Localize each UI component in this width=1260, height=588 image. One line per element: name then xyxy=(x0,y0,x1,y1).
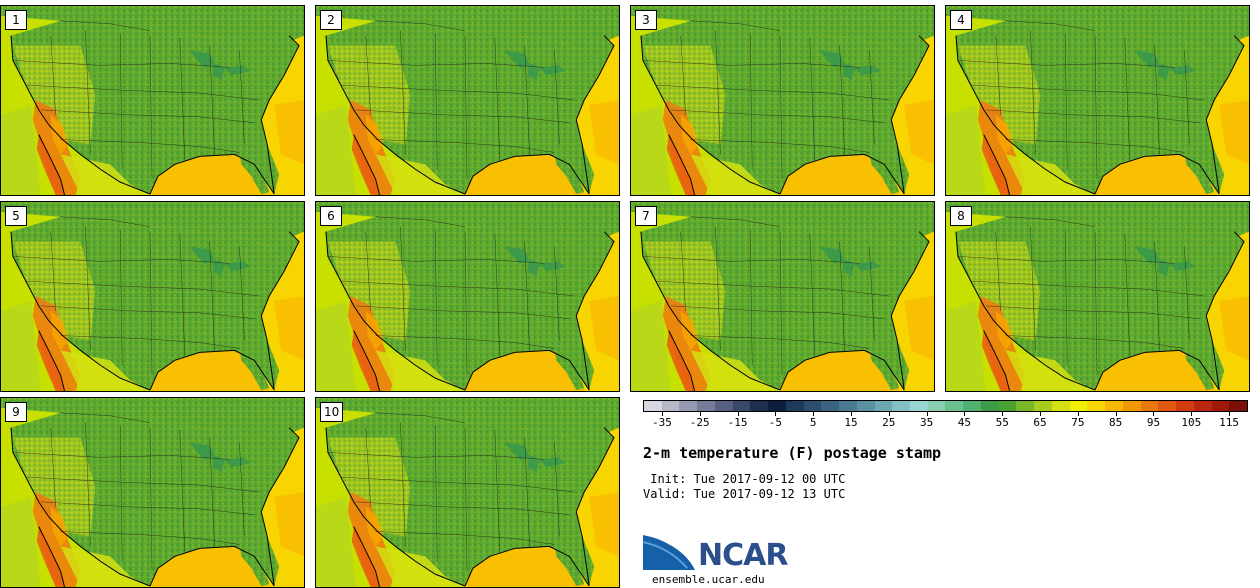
colorbar-swatch xyxy=(910,401,928,411)
colorbar-tick xyxy=(1040,412,1042,416)
colorbar-swatch xyxy=(998,401,1017,411)
colorbar-swatch xyxy=(1087,401,1106,411)
colorbar-swatch xyxy=(945,401,964,411)
figure-title: 2-m temperature (F) postage stamp xyxy=(643,444,942,462)
colorbar-swatch xyxy=(1034,401,1052,411)
colorbar-swatch xyxy=(1176,401,1194,411)
colorbar-swatch xyxy=(1069,401,1088,411)
colorbar-tick-label: 45 xyxy=(957,416,972,429)
colorbar-ticks: -35 -25 -15 -5 5 15 25 35 45 55 65 75 85 95 105 115 xyxy=(643,412,1248,432)
postage-stamp-panel-1: 1 xyxy=(0,5,305,196)
colorbar-tick-label: 85 xyxy=(1109,416,1123,429)
postage-stamp-panel-5: 5 xyxy=(0,201,305,392)
panel-number-label: 8 xyxy=(950,206,972,226)
colorbar-tick-label: 105 xyxy=(1181,416,1202,429)
temperature-colorbar xyxy=(643,400,1248,412)
postage-stamp-panel-6: 6 xyxy=(315,201,620,392)
colorbar-swatch xyxy=(980,401,999,411)
panel-number-label: 7 xyxy=(635,206,657,226)
panel-number-label: 3 xyxy=(635,10,657,30)
postage-stamp-panel-10: 10 xyxy=(315,397,620,588)
colorbar-tick-label: -35 xyxy=(651,416,672,429)
colorbar-tick-label: 75 xyxy=(1071,416,1085,429)
colorbar-tick xyxy=(926,412,928,416)
colorbar-swatch xyxy=(927,401,946,411)
colorbar-tick-label: 115 xyxy=(1219,416,1240,429)
colorbar-tick-label: -25 xyxy=(689,416,710,429)
postage-stamp-panel-7: 7 xyxy=(630,201,935,392)
colorbar-swatch xyxy=(803,401,822,411)
colorbar-swatch xyxy=(821,401,840,411)
colorbar-swatch xyxy=(1016,401,1035,411)
colorbar-tick xyxy=(1115,412,1117,416)
panel-number-label: 6 xyxy=(320,206,342,226)
colorbar-swatch xyxy=(732,401,751,411)
colorbar-tick-label: -15 xyxy=(727,416,748,429)
colorbar-swatch xyxy=(1122,401,1141,411)
panel-number-label: 1 xyxy=(5,10,27,30)
colorbar-tick-label: 35 xyxy=(919,416,934,429)
colorbar-swatch xyxy=(963,401,981,411)
colorbar-swatch xyxy=(892,401,911,411)
colorbar-tick-label: 5 xyxy=(809,416,817,429)
panel-number-label: 4 xyxy=(950,10,972,30)
postage-stamp-panel-2: 2 xyxy=(315,5,620,196)
colorbar-tick xyxy=(775,412,777,416)
colorbar-swatch xyxy=(1051,401,1070,411)
colorbar-tick-label: 65 xyxy=(1033,416,1047,429)
colorbar-swatch xyxy=(1140,401,1159,411)
colorbar-tick xyxy=(964,412,966,416)
ncar-wordmark: NCAR xyxy=(698,538,788,573)
ncar-logo-icon xyxy=(643,533,695,570)
colorbar-swatch xyxy=(750,401,769,411)
colorbar-tick xyxy=(1153,412,1155,416)
init-time: Init: Tue 2017-09-12 00 UTC xyxy=(643,472,846,486)
colorbar-swatch xyxy=(1158,401,1177,411)
colorbar-tick-label: 25 xyxy=(882,416,896,429)
colorbar-swatch xyxy=(1229,401,1247,411)
postage-stamp-panel-4: 4 xyxy=(945,5,1250,196)
colorbar-swatch xyxy=(697,401,715,411)
colorbar-swatch xyxy=(839,401,857,411)
colorbar-swatch xyxy=(661,401,680,411)
colorbar-tick xyxy=(1229,412,1231,416)
colorbar-tick-label: -5 xyxy=(768,416,782,429)
colorbar-swatch xyxy=(644,401,662,411)
postage-stamp-panel-8: 8 xyxy=(945,201,1250,392)
colorbar-tick xyxy=(661,412,663,416)
panel-number-label: 5 xyxy=(5,206,27,226)
site-url[interactable]: ensemble.ucar.edu xyxy=(652,573,765,586)
panel-number-label: 2 xyxy=(320,10,342,30)
colorbar-tick-label: 15 xyxy=(844,416,858,429)
colorbar-tick xyxy=(813,412,815,416)
colorbar-tick xyxy=(737,412,739,416)
colorbar-tick xyxy=(850,412,852,416)
colorbar-tick xyxy=(1002,412,1004,416)
colorbar-tick xyxy=(1191,412,1193,416)
colorbar-tick-label: 95 xyxy=(1146,416,1161,429)
colorbar-swatch xyxy=(874,401,893,411)
colorbar-tick-label: 55 xyxy=(995,416,1009,429)
colorbar-swatch xyxy=(768,401,786,411)
colorbar-swatch xyxy=(714,401,733,411)
panel-number-label: 9 xyxy=(5,402,27,422)
colorbar-swatch xyxy=(1105,401,1123,411)
colorbar-tick xyxy=(1077,412,1079,416)
colorbar-tick xyxy=(699,412,701,416)
colorbar-swatch xyxy=(679,401,698,411)
colorbar-swatch xyxy=(1211,401,1230,411)
valid-time: Valid: Tue 2017-09-12 13 UTC xyxy=(643,487,846,501)
postage-stamp-panel-3: 3 xyxy=(630,5,935,196)
panel-number-label: 10 xyxy=(320,402,344,422)
colorbar-tick xyxy=(888,412,890,416)
colorbar-swatch xyxy=(785,401,804,411)
colorbar-swatch xyxy=(1193,401,1212,411)
postage-stamp-panel-9: 9 xyxy=(0,397,305,588)
colorbar-swatch xyxy=(856,401,875,411)
